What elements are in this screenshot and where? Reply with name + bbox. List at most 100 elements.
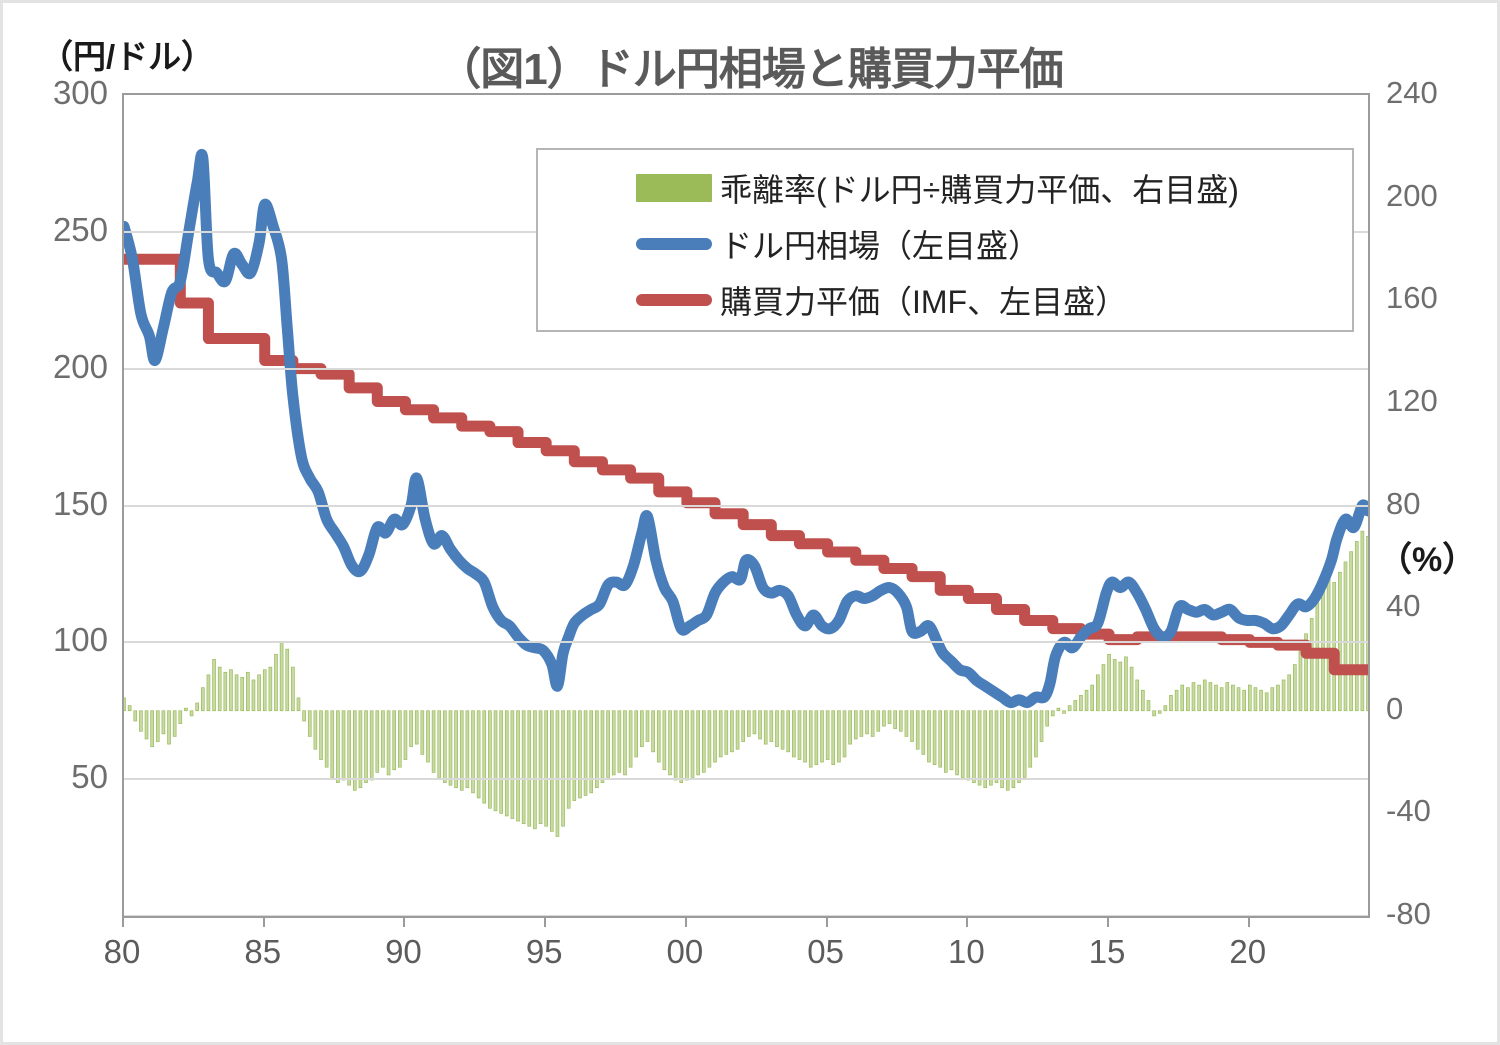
bar: [904, 710, 909, 737]
bar: [1011, 710, 1016, 789]
bar: [1180, 684, 1185, 712]
bar: [443, 710, 447, 783]
bar: [313, 710, 318, 750]
bar: [640, 710, 644, 748]
bar: [763, 710, 768, 745]
bar: [493, 710, 498, 812]
bar: [1084, 689, 1089, 712]
bar: [347, 710, 351, 786]
bar: [685, 710, 689, 781]
bar: [1264, 692, 1269, 712]
bar: [775, 710, 779, 748]
y-axis-left-tick-50: 50: [71, 758, 108, 796]
bar: [944, 710, 948, 773]
bar: [690, 710, 695, 778]
legend-item-1[interactable]: ドル円相場（左目盛）: [538, 216, 1352, 272]
bar: [262, 669, 267, 712]
bar: [656, 710, 661, 763]
bar: [859, 710, 864, 737]
y-axis-left: 50 100 150 200 250 300: [0, 0, 108, 1045]
bar: [1366, 535, 1368, 712]
y-axis-left-tick-200: 200: [52, 347, 108, 385]
bar: [611, 710, 616, 776]
bar: [1157, 710, 1162, 714]
x-axis-tick-00: 00: [666, 933, 704, 970]
bar: [234, 674, 239, 712]
legend-swatch-line-icon: [636, 238, 712, 250]
y-axis-left-tick-250: 250: [52, 210, 108, 248]
bar: [730, 710, 734, 753]
bar: [414, 710, 419, 745]
y-axis-right-tick-0: 0: [1386, 690, 1404, 726]
bar: [820, 710, 824, 763]
chart-title: （図1）ドル円相場と購買力平価: [437, 45, 1063, 94]
bar: [1112, 659, 1117, 712]
bar: [718, 710, 723, 758]
bar: [786, 710, 791, 753]
bar: [701, 710, 706, 773]
bar: [1332, 582, 1337, 712]
bar: [803, 710, 807, 763]
bar: [403, 710, 408, 760]
x-axis-tickmark: [1247, 918, 1250, 927]
bar: [780, 710, 785, 750]
bar: [893, 710, 897, 730]
bar: [1326, 576, 1331, 712]
bar: [431, 710, 436, 773]
bar: [184, 707, 188, 712]
bar: [133, 710, 138, 722]
bar: [240, 677, 245, 712]
bar: [1208, 682, 1213, 712]
bar: [516, 710, 520, 822]
y-axis-right-tick-40: 40: [1386, 588, 1421, 624]
bar: [482, 710, 487, 804]
bar: [369, 710, 374, 781]
bar: [938, 710, 943, 768]
bar: [808, 710, 813, 768]
bar: [1101, 664, 1106, 712]
x-axis-tickmark: [1107, 918, 1110, 927]
x-axis-tickmark: [403, 918, 406, 927]
bar: [172, 710, 177, 737]
bar: [600, 710, 605, 783]
bar: [437, 710, 442, 778]
bar: [825, 710, 830, 760]
bar: [578, 710, 582, 799]
bar: [167, 710, 171, 745]
legend-item-0[interactable]: 乖離率(ドル円÷購買力平価、右目盛): [538, 160, 1352, 216]
bar: [606, 710, 610, 778]
bar: [589, 710, 594, 794]
bar: [212, 659, 216, 712]
bar: [296, 697, 301, 712]
bar: [870, 710, 875, 737]
bar: [533, 710, 537, 830]
bar: [645, 710, 650, 742]
legend-swatch-bar-icon: [636, 174, 712, 202]
bar: [1005, 710, 1010, 791]
bar: [364, 710, 368, 783]
bar: [1039, 710, 1044, 742]
y-axis-right-tick--80: -80: [1386, 896, 1431, 931]
bar: [336, 710, 340, 783]
bar: [476, 710, 481, 799]
bar: [797, 710, 802, 760]
bar: [155, 710, 160, 742]
bar: [989, 710, 993, 786]
bar: [623, 710, 627, 776]
bar: [161, 710, 166, 735]
bar: [842, 710, 847, 758]
bar: [426, 710, 430, 763]
bar: [662, 710, 667, 771]
bar: [746, 710, 751, 737]
left-axis-unit-label: （円/ドル）: [40, 38, 215, 75]
bar: [448, 710, 453, 786]
bar: [876, 710, 881, 732]
x-axis-tick-80: 80: [103, 933, 141, 970]
bar: [595, 710, 599, 789]
bar: [1214, 684, 1218, 712]
legend-item-2[interactable]: 購買力平価（IMF、左目盛）: [538, 272, 1352, 328]
bar: [1095, 674, 1100, 712]
bar: [1163, 705, 1168, 712]
bar: [1017, 710, 1021, 783]
bar: [1000, 710, 1004, 789]
